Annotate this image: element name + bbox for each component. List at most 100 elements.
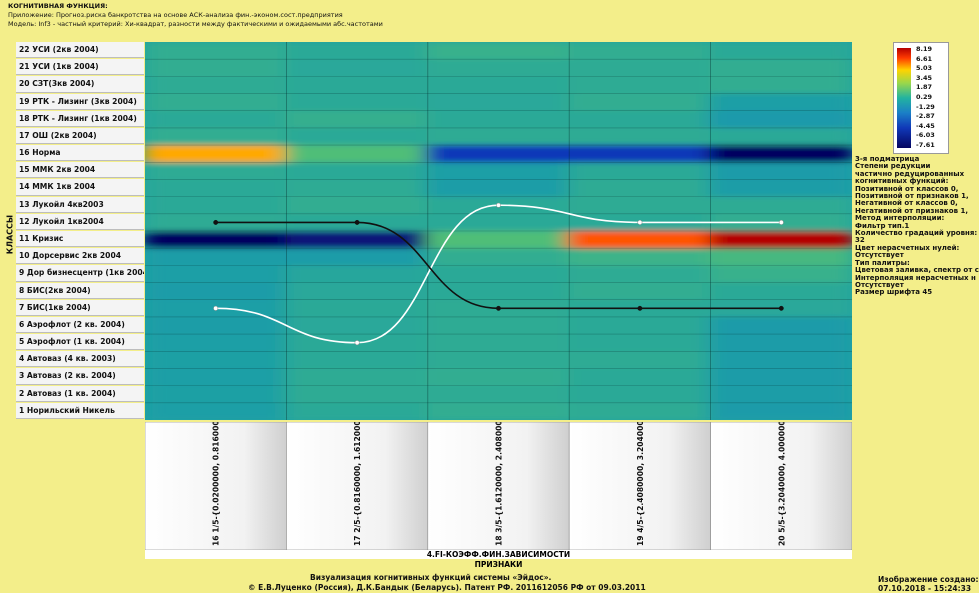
heatmap-cell <box>567 231 713 249</box>
heatmap-cell <box>145 351 289 369</box>
model-line: Модель: Inf3 - частный критерий: Хи-квад… <box>8 20 383 28</box>
heatmap-cell <box>145 368 289 387</box>
heatmap-cell <box>145 385 289 404</box>
heatmap-cell <box>145 127 289 146</box>
feature-column <box>427 422 570 550</box>
heatmap-cell <box>708 248 852 266</box>
heatmap-cell <box>145 110 289 129</box>
heatmap-cell <box>145 59 289 77</box>
info-line: Негативной от признаков 1, <box>855 206 969 215</box>
heatmap-cell <box>425 110 572 129</box>
heatmap-cell <box>425 162 572 180</box>
heatmap-cell <box>425 179 572 198</box>
class-label: 3 Автоваз (2 кв. 2004) <box>16 368 144 385</box>
heatmap-cell <box>145 93 289 112</box>
class-label: 18 РТК - Лизинг (1кв 2004) <box>16 110 144 127</box>
heatmap-cell <box>708 179 852 198</box>
heatmap-cell <box>708 93 852 112</box>
class-label: 16 Норма <box>16 145 144 162</box>
heatmap-cell <box>284 196 430 215</box>
heatmap-cell <box>567 368 713 387</box>
info-line: Позитивной от признаков 1, <box>855 192 969 201</box>
info-line: Фильтр тип.1 <box>855 221 910 230</box>
heatmap-cell <box>425 316 572 335</box>
heatmap-cell <box>284 76 430 95</box>
series-point <box>354 219 360 225</box>
heatmap-cell <box>145 179 289 198</box>
heatmap-cell <box>567 316 713 335</box>
feature-column <box>286 422 429 550</box>
heatmap-cell <box>284 59 430 77</box>
info-line: Отсутствует <box>855 251 904 260</box>
info-line: Негативной от классов 0, <box>855 199 958 208</box>
heatmap-cell <box>145 162 289 180</box>
legend-tick: -2.87 <box>916 112 935 121</box>
heatmap-cell <box>284 110 430 129</box>
heatmap-plot <box>145 42 852 420</box>
heatmap-cell <box>708 127 852 146</box>
series-point <box>496 305 501 311</box>
heatmap-cell <box>425 59 572 77</box>
heatmap-cell <box>425 93 572 112</box>
info-line: Интерполяция нерасчетных н <box>855 273 976 282</box>
heatmap-cell <box>567 334 713 352</box>
feature-label: 18 3/5-{1.6120000, 2.4080000} <box>495 422 504 546</box>
info-line: когнитивных функций: <box>855 177 949 186</box>
heatmap-cell <box>708 282 852 301</box>
feature-labels: 16 1/5-{0.0200000, 0.8160000} 17 2/5-{0.8… <box>145 422 852 550</box>
info-line: Отсутствует <box>855 280 904 289</box>
class-label: 17 ОШ (2кв 2004) <box>16 127 144 145</box>
legend-tick: -4.45 <box>916 121 935 130</box>
legend-tick: 0.29 <box>916 93 933 101</box>
heatmap-cell <box>567 385 713 404</box>
heatmap-cell <box>567 248 713 266</box>
heatmap-cell <box>284 385 430 404</box>
class-label: 8 БИС(2кв 2004) <box>16 282 144 299</box>
series-point <box>496 202 501 208</box>
heatmap-cell <box>284 162 430 180</box>
heatmap-cell <box>145 282 289 301</box>
heatmap-cell <box>567 162 713 180</box>
feature-column <box>145 422 287 550</box>
heatmap-cell <box>567 42 713 60</box>
heatmap-cell <box>708 59 852 77</box>
info-line: Цвет нерасчетных нулей: <box>855 243 960 252</box>
heatmap-cell <box>284 316 430 335</box>
heatmap-cell <box>145 42 289 60</box>
heatmap-cell <box>708 196 852 215</box>
heatmap-cell <box>708 351 852 369</box>
heatmap-cell <box>425 231 572 249</box>
y-axis-label: КЛАССЫ <box>5 214 15 255</box>
heatmap-cell <box>145 76 289 95</box>
heatmap-cell <box>145 196 289 215</box>
heatmap-cell <box>284 127 430 146</box>
info-line: Степени редукции <box>855 162 931 171</box>
legend-tick: -6.03 <box>916 131 935 140</box>
heatmap-cell <box>567 93 713 112</box>
feature-label: 19 4/5-{2.4080000, 3.2040000} <box>636 422 645 546</box>
class-label: 14 ММК 1кв 2004 <box>16 179 144 196</box>
app-line: Приложение: Прогноз.риска банкротства на… <box>8 11 343 19</box>
heatmap-cell <box>708 368 852 387</box>
class-label: 21 УСИ (1кв 2004) <box>16 59 144 76</box>
heatmap-cell <box>708 334 852 352</box>
heatmap-cell <box>145 334 289 352</box>
x-axis-title: 4.FI-КОЭФФ.ФИН.ЗАВИСИМОСТИ <box>145 550 852 559</box>
heatmap-cell <box>708 42 852 60</box>
heatmap-cell <box>145 248 289 266</box>
heatmap-cell <box>425 145 572 163</box>
heatmap-cell <box>284 248 430 266</box>
class-label: 6 Аэрофлот (2 кв. 2004) <box>16 316 144 334</box>
legend-tick: -7.61 <box>916 141 935 149</box>
heatmap-cell <box>425 127 572 146</box>
legend-tick: 6.61 <box>916 54 933 63</box>
heatmap-cell <box>708 385 852 404</box>
heatmap-cell <box>425 282 572 301</box>
class-labels: 22 УСИ (2кв 2004) 21 УСИ (1кв 2004) 20 СЗТ… <box>16 42 144 420</box>
info-line: Цветовая заливка, спектр от с <box>855 266 979 275</box>
class-label: 9 Дор бизнесцентр (1кв 2004) <box>16 265 144 282</box>
heatmap-cell <box>145 316 289 335</box>
heatmap-cell <box>567 179 713 198</box>
series-point <box>354 340 360 346</box>
class-label: 10 Дорсервис 2кв 2004 <box>16 248 144 265</box>
